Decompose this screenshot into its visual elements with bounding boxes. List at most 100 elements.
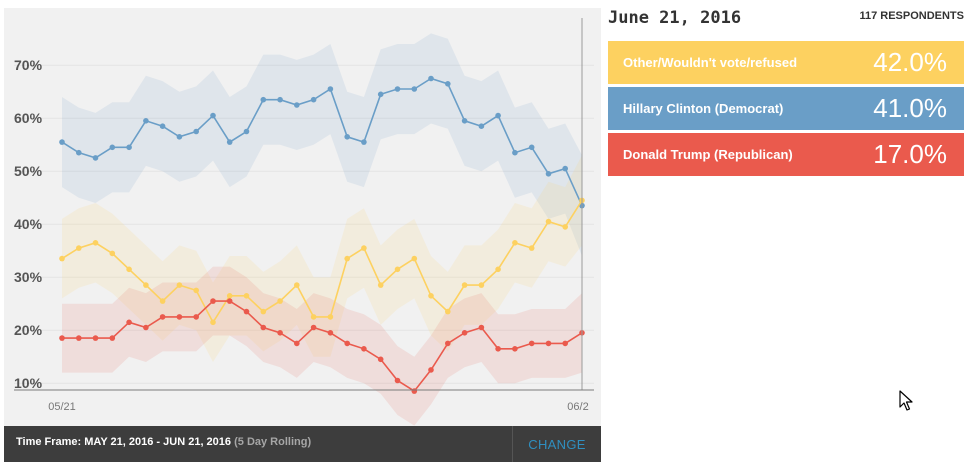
y-tick-label: 40% — [14, 216, 43, 232]
data-point — [159, 123, 166, 129]
data-point — [76, 335, 82, 341]
data-point — [495, 346, 501, 352]
data-point — [176, 282, 183, 288]
data-point — [528, 245, 535, 251]
change-button[interactable]: CHANGE — [528, 437, 586, 452]
y-tick-label: 60% — [14, 110, 43, 126]
data-point — [159, 298, 166, 304]
data-point — [143, 118, 149, 124]
data-point — [545, 171, 552, 177]
data-point — [344, 340, 351, 347]
data-point — [377, 356, 384, 363]
data-point — [445, 308, 451, 315]
data-point — [210, 112, 216, 119]
data-point — [294, 102, 300, 108]
data-point — [143, 282, 149, 288]
data-point — [126, 319, 132, 326]
data-point — [193, 287, 199, 294]
data-point — [109, 250, 116, 257]
data-point — [562, 165, 568, 172]
data-point — [193, 128, 199, 135]
data-point — [310, 324, 317, 331]
data-point — [377, 91, 384, 98]
divider — [512, 426, 513, 462]
data-point — [327, 314, 334, 320]
data-point — [361, 245, 367, 251]
series-line — [61, 199, 583, 324]
data-point — [310, 314, 317, 320]
legend-value-trump: 17.0% — [873, 139, 947, 169]
data-point — [327, 86, 334, 92]
data-point — [528, 144, 535, 151]
data-point — [59, 335, 65, 341]
data-point — [260, 324, 267, 331]
data-point — [445, 340, 451, 347]
y-tick-label: 70% — [14, 57, 43, 73]
data-point — [461, 330, 468, 336]
data-point — [260, 96, 267, 103]
data-point — [176, 314, 183, 320]
data-point — [210, 298, 216, 304]
data-point — [545, 340, 552, 347]
y-tick-label: 30% — [14, 269, 43, 285]
y-tick-label: 10% — [14, 375, 43, 391]
data-point — [445, 81, 451, 87]
data-point — [461, 118, 468, 124]
legend-value-clinton: 41.0% — [873, 93, 947, 123]
data-point — [59, 255, 65, 262]
data-point — [294, 282, 300, 288]
data-point — [277, 330, 283, 336]
data-point — [512, 149, 518, 156]
data-point — [495, 266, 501, 273]
data-point — [512, 240, 518, 246]
data-point — [143, 324, 149, 331]
data-point — [394, 86, 401, 92]
data-point — [210, 319, 216, 326]
data-point — [310, 96, 317, 103]
data-point — [92, 335, 99, 341]
data-point — [394, 266, 401, 273]
legend-row-trump[interactable]: Donald Trump (Republican) 17.0% — [608, 133, 964, 176]
data-point — [277, 298, 283, 304]
data-point — [478, 324, 485, 331]
respondents-count: 117 RESPONDENTS — [859, 10, 964, 22]
data-point — [76, 149, 82, 156]
data-point — [361, 139, 367, 145]
timeframe-range: Time Frame: MAY 21, 2016 - JUN 21, 2016 — [16, 436, 232, 448]
data-point — [109, 144, 116, 151]
data-point — [92, 155, 99, 161]
page-title: June 21, 2016 — [608, 8, 742, 28]
data-point — [59, 139, 65, 145]
timeframe-text: Time Frame: MAY 21, 2016 - JUN 21, 2016 … — [16, 436, 311, 448]
data-point — [428, 293, 434, 299]
data-point — [411, 388, 418, 394]
data-point — [411, 86, 418, 92]
data-point — [562, 224, 568, 230]
y-tick-label: 20% — [14, 322, 43, 338]
data-point — [411, 255, 418, 262]
data-point — [126, 266, 132, 273]
legend-label-other: Other/Wouldn't vote/refused — [623, 55, 798, 70]
data-point — [344, 255, 351, 262]
data-point — [377, 282, 384, 288]
y-tick-label: 50% — [14, 163, 43, 179]
data-point — [92, 240, 99, 246]
legend-label-trump: Donald Trump (Republican) — [623, 147, 793, 162]
data-point — [327, 330, 334, 336]
data-point — [428, 75, 434, 82]
mouse-pointer-icon — [899, 390, 913, 411]
data-point — [126, 144, 132, 151]
legend-label-clinton: Hillary Clinton (Democrat) — [623, 101, 784, 116]
data-point — [394, 377, 401, 384]
legend-row-clinton[interactable]: Hillary Clinton (Democrat) 41.0% — [608, 87, 964, 130]
data-point — [495, 112, 501, 119]
data-point — [226, 293, 233, 299]
data-point — [344, 134, 351, 140]
series-band — [62, 33, 582, 257]
data-point — [193, 314, 199, 320]
data-point — [545, 218, 552, 225]
data-point — [109, 335, 116, 341]
legend-row-other[interactable]: Other/Wouldn't vote/refused 42.0% — [608, 41, 964, 84]
chart-svg: 10% 20% 30% 40% 50% 60% 70% 05/21 06/2 — [14, 18, 594, 426]
data-point — [243, 308, 250, 315]
